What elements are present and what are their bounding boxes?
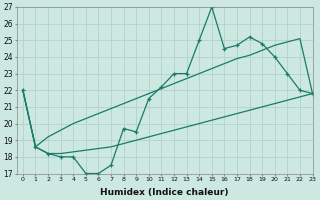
X-axis label: Humidex (Indice chaleur): Humidex (Indice chaleur) [100, 188, 229, 197]
